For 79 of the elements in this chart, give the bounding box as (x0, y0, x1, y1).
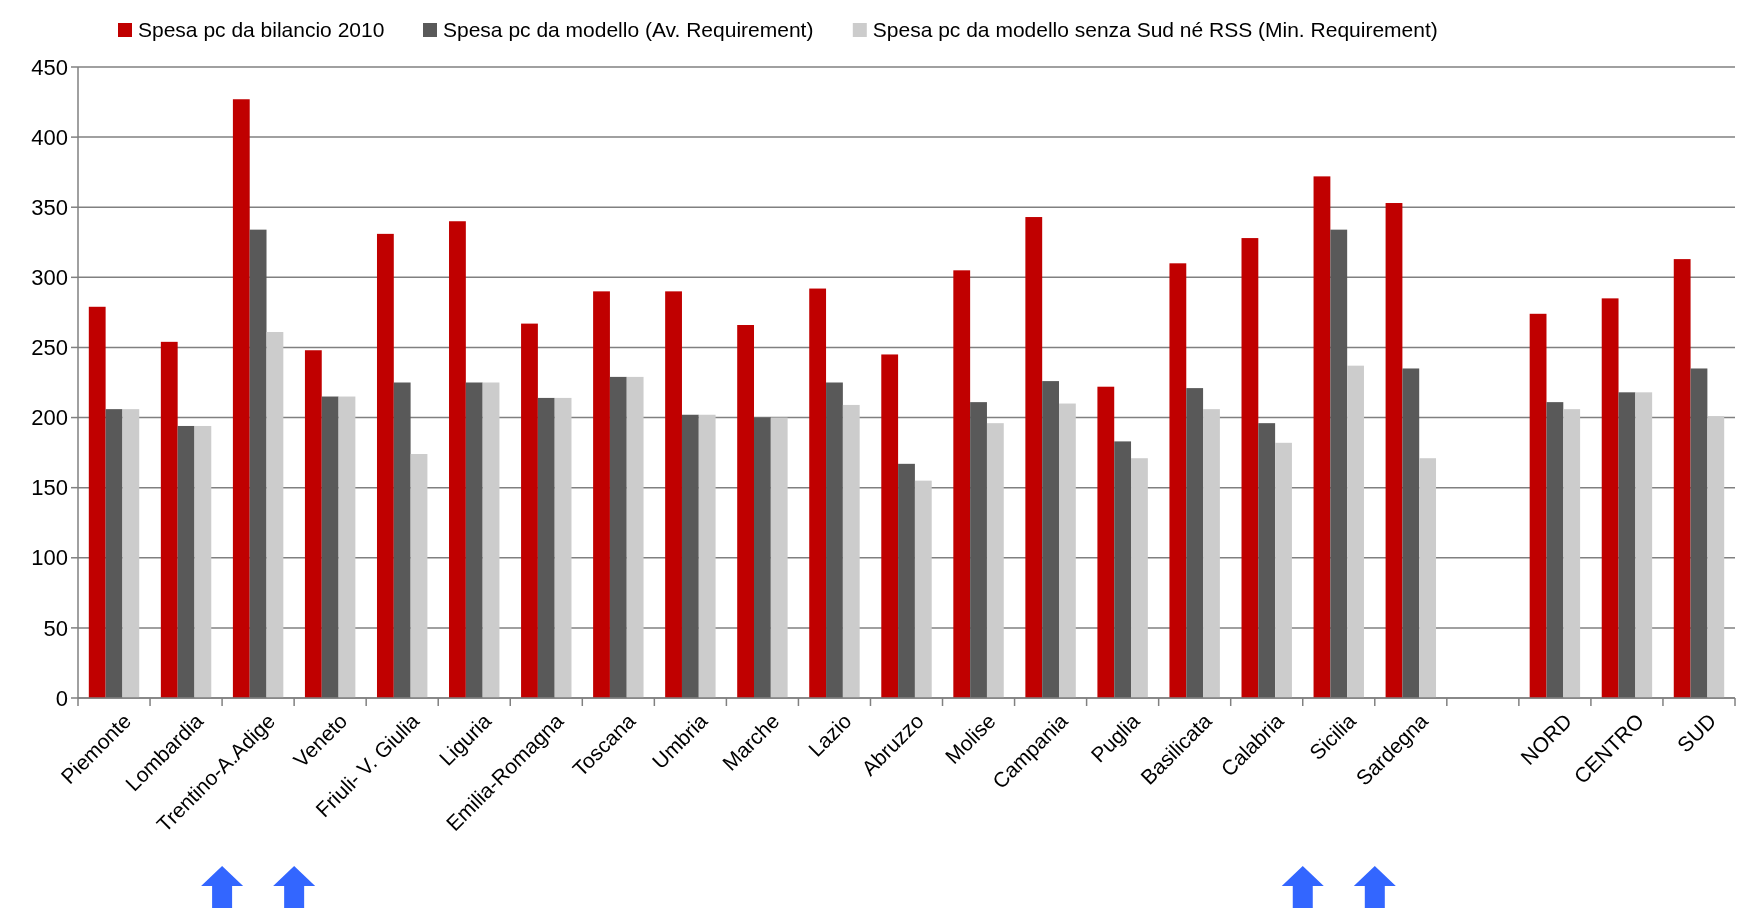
bar (698, 414, 716, 698)
bar (1241, 238, 1259, 698)
bar (338, 396, 356, 698)
bar (1186, 388, 1204, 698)
bar (1707, 416, 1725, 698)
bar (1258, 423, 1276, 698)
y-tick-label: 450 (31, 54, 68, 80)
bar (1097, 386, 1115, 698)
bar (249, 229, 267, 698)
bar (1347, 365, 1364, 698)
bar (1131, 458, 1148, 698)
bar (1529, 313, 1547, 698)
bar (953, 270, 971, 698)
bar (1275, 442, 1292, 698)
bar (681, 414, 699, 698)
bar (1402, 368, 1420, 698)
bar (232, 99, 250, 698)
bar (1563, 409, 1581, 698)
bar (1042, 381, 1059, 698)
bar (593, 291, 610, 698)
bar (1601, 298, 1619, 698)
bar (266, 332, 284, 698)
bar (1203, 409, 1220, 698)
bar (321, 396, 339, 698)
bar (1618, 392, 1636, 698)
bar (177, 425, 195, 698)
bar (1673, 259, 1691, 698)
bar (105, 409, 123, 698)
bar (842, 404, 860, 698)
bar (970, 402, 987, 698)
bar (410, 454, 428, 698)
legend-label: Spesa pc da modello senza Sud né RSS (Min. Requirement) (872, 18, 1438, 42)
bar (1635, 392, 1653, 698)
bar (194, 425, 212, 698)
bar (393, 382, 411, 698)
bar (1169, 263, 1187, 698)
y-tick-label: 150 (31, 475, 68, 501)
bar (1114, 441, 1132, 698)
bar (88, 306, 106, 698)
bar (1419, 458, 1437, 698)
bar (626, 376, 644, 698)
y-tick-label: 0 (55, 685, 68, 711)
bar (376, 233, 394, 698)
bar (1546, 402, 1564, 698)
bar (160, 341, 178, 698)
legend-label: Spesa pc da modello (Av. Requirement) (443, 18, 814, 42)
bar (449, 221, 466, 698)
bar (754, 417, 771, 698)
bar (881, 354, 899, 698)
legend-label: Spesa pc da bilancio 2010 (138, 18, 385, 42)
bar (665, 291, 682, 698)
bar (1025, 217, 1043, 698)
bar (609, 376, 627, 698)
bar (537, 397, 555, 698)
bar (1313, 176, 1331, 698)
bar (122, 409, 140, 698)
bar (1385, 203, 1403, 698)
bar (826, 382, 843, 698)
bar (1690, 368, 1708, 698)
y-tick-label: 350 (31, 194, 68, 220)
y-tick-label: 100 (31, 545, 68, 571)
y-tick-label: 250 (31, 335, 68, 361)
bar (898, 463, 915, 698)
bar (809, 288, 827, 698)
bar (1058, 403, 1076, 698)
y-tick-label: 200 (31, 405, 68, 431)
bar (770, 417, 788, 698)
bar (986, 423, 1004, 698)
y-tick-label: 400 (31, 124, 68, 150)
bar (737, 325, 755, 698)
bar (554, 397, 572, 698)
bar (521, 323, 538, 698)
y-tick-label: 300 (31, 265, 68, 291)
bar (482, 382, 500, 698)
bar (465, 382, 483, 698)
bar (304, 350, 322, 698)
bar (914, 480, 932, 698)
y-tick-label: 50 (43, 615, 68, 641)
bar (1330, 229, 1348, 698)
